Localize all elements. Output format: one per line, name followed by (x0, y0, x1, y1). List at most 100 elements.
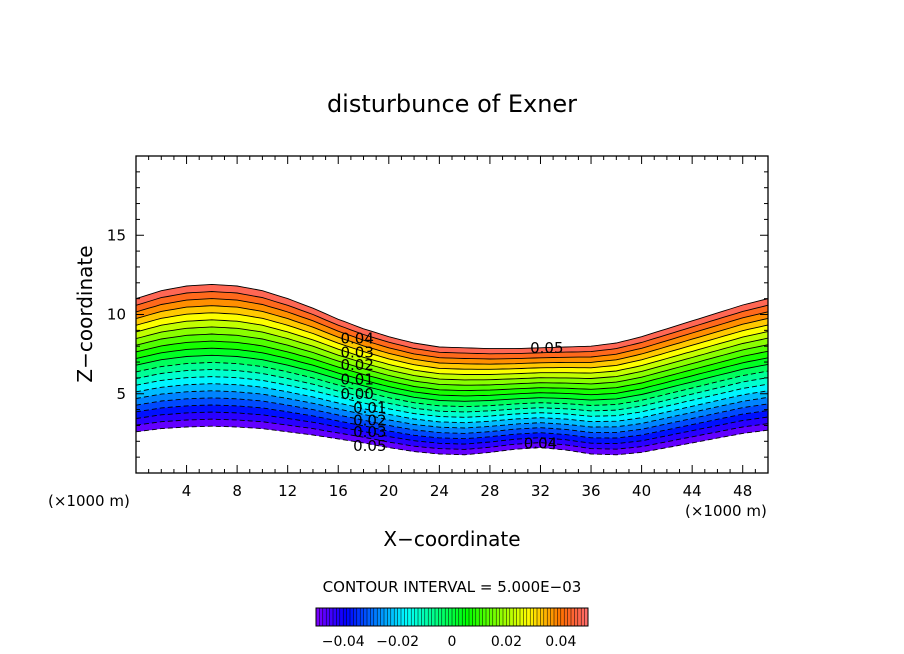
colorbar-swatch (343, 608, 347, 626)
colorbar-swatch (421, 608, 426, 626)
contour-line (136, 390, 768, 429)
colorbar-swatch (380, 608, 385, 626)
contour-label: 0.02 (353, 412, 386, 430)
contour-line (136, 397, 768, 434)
contour-interval-text: CONTOUR INTERVAL = 5.000E−03 (323, 578, 582, 596)
colorbar-swatch (441, 608, 446, 626)
contour-labels: 0.040.030.020.010.000.010.020.030.050.05… (340, 329, 563, 455)
colorbar-swatch (458, 608, 463, 626)
contour-label: 0.01 (353, 399, 386, 417)
colorbar-tick-label: 0.02 (491, 634, 522, 650)
contour-label: 0.04 (340, 329, 373, 347)
colorbar: −0.04 −0.02 0 0.02 0.04 (315, 607, 589, 650)
colorbar-swatch (516, 608, 521, 626)
contour-label: 0.03 (340, 344, 373, 362)
colorbar-swatch (387, 608, 392, 626)
colorbar-swatch (452, 608, 456, 626)
colorbar-swatch (360, 608, 364, 626)
contour-line (136, 283, 768, 350)
colorbar-swatch (540, 608, 545, 626)
colorbar-swatch (581, 608, 585, 626)
x-tick-label: 20 (379, 482, 398, 500)
x-tick-label: 4 (182, 482, 192, 500)
colorbar-swatch (526, 608, 531, 626)
colorbar-swatch (557, 608, 562, 626)
colorbar-swatch (475, 608, 480, 626)
colorbar-swatch (486, 608, 490, 626)
contour-label: 0.03 (353, 423, 386, 441)
contour-label: 0.05 (353, 437, 386, 455)
colorbar-swatch (509, 608, 514, 626)
contour-field (136, 283, 768, 456)
colorbar-swatch (428, 608, 432, 626)
colorbar-swatch (543, 608, 548, 626)
colorbar-swatch (367, 608, 371, 626)
colorbar-swatch (533, 608, 538, 626)
colorbar-swatch (322, 608, 327, 626)
colorbar-swatch (333, 608, 337, 626)
colorbar-swatch (455, 608, 460, 626)
contour-line (136, 333, 768, 386)
x-axis-unit-right: (×1000 m) (685, 502, 767, 520)
colorbar-swatch (523, 608, 528, 626)
colorbar-swatch (363, 608, 368, 626)
colorbar-swatch (482, 608, 487, 626)
contour-line (136, 340, 768, 392)
contour-line (136, 312, 768, 370)
y-tick-label: 15 (107, 226, 126, 244)
colorbar-swatch (567, 608, 572, 626)
contour-line (136, 305, 768, 365)
colorbar-swatch (445, 608, 449, 626)
colorbar-swatch (336, 608, 341, 626)
colorbar-swatch (506, 608, 511, 626)
colorbar-swatch (554, 608, 558, 626)
colorbar-swatch (397, 608, 402, 626)
colorbar-swatch (339, 608, 344, 626)
contour-label: 0.05 (530, 339, 563, 357)
colorbar-swatch (404, 608, 409, 626)
contour-line (136, 383, 768, 424)
colorbar-swatch (414, 608, 419, 626)
colorbar-swatch (465, 608, 470, 626)
colorbar-swatch (577, 608, 582, 626)
colorbar-swatch (472, 608, 477, 626)
contour-line (136, 369, 768, 413)
colorbar-swatch (411, 608, 415, 626)
colorbar-swatch (438, 608, 443, 626)
colorbar-tick-label: 0.04 (545, 634, 576, 650)
x-tick-label: 16 (329, 482, 348, 500)
colorbar-swatch (356, 608, 361, 626)
contour-line (136, 354, 768, 402)
colorbar-swatch (489, 608, 494, 626)
colorbar-swatch (319, 608, 324, 626)
colorbar-swatch (350, 608, 354, 626)
colorbar-swatch (329, 608, 334, 626)
contour-line (136, 291, 768, 355)
x-tick-label: 12 (278, 482, 297, 500)
colorbar-tick-label: −0.02 (376, 634, 419, 650)
colorbar-swatch (547, 608, 551, 626)
contour-line (136, 404, 768, 440)
x-tick-label: 32 (531, 482, 550, 500)
contour-line (136, 319, 768, 375)
x-axis-label: X−coordinate (383, 527, 520, 551)
colorbar-swatch (462, 608, 466, 626)
contour-label: 0.01 (340, 370, 373, 388)
y-tick-label: 10 (107, 306, 126, 324)
colorbar-swatch (584, 608, 589, 626)
colorbar-swatch (513, 608, 517, 626)
contour-line (136, 326, 768, 381)
colorbar-swatch (316, 608, 320, 626)
colorbar-swatch (435, 608, 439, 626)
colorbar-swatch (479, 608, 483, 626)
colorbar-swatch (530, 608, 534, 626)
y-axis-label: Z−coordinate (73, 245, 97, 382)
colorbar-swatch (394, 608, 398, 626)
colorbar-swatch (496, 608, 500, 626)
colorbar-swatch (499, 608, 504, 626)
colorbar-swatch (390, 608, 395, 626)
x-tick-label: 24 (430, 482, 449, 500)
colorbar-swatch (326, 608, 330, 626)
